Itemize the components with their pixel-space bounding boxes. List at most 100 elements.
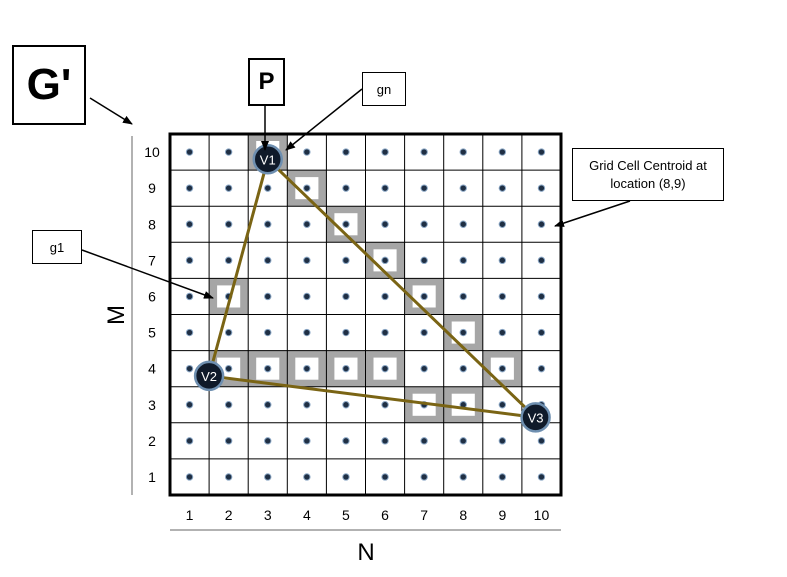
vertices: V1 V2 V3	[193, 144, 551, 433]
centroid-dot	[224, 364, 233, 373]
centroid-dot	[498, 184, 507, 192]
centroid-dot	[459, 220, 467, 228]
centroid-dot	[537, 364, 546, 373]
g-prime-arrow	[89, 97, 133, 125]
centroid-dot	[342, 148, 350, 156]
centroid-dot	[498, 401, 507, 409]
centroid-dot	[381, 256, 389, 265]
centroid-dot	[498, 220, 507, 228]
centroid-dot	[381, 473, 389, 481]
centroid-dot	[459, 148, 467, 156]
centroid-dot	[303, 401, 311, 409]
centroid-dot	[381, 292, 389, 301]
x-tick-label: 5	[342, 507, 350, 523]
centroid-dot	[459, 184, 467, 192]
centroid-dot	[303, 220, 311, 228]
y-tick-label: 10	[144, 144, 160, 160]
x-tick-label: 3	[264, 507, 272, 523]
centroid-dot	[381, 364, 389, 373]
vertex-v2: V2	[193, 360, 225, 392]
y-tick-label: 6	[148, 288, 156, 304]
grid-border	[168, 132, 563, 497]
centroid-dot	[420, 148, 428, 156]
g1-arrow	[81, 249, 214, 299]
vertex-label: V1	[260, 152, 276, 167]
vertex-label: V2	[201, 369, 217, 384]
x-axis-title: N	[357, 539, 374, 566]
centroid-dot	[381, 328, 389, 337]
centroid-dot	[537, 148, 546, 156]
centroid-dot	[459, 437, 467, 445]
vertex-v3: V3	[520, 402, 551, 433]
centroid-dot	[303, 364, 311, 373]
y-tick-label: 4	[148, 361, 156, 377]
centroid-dot	[459, 473, 467, 481]
y-tick-label: 9	[148, 180, 156, 196]
y-tick-label: 1	[148, 469, 156, 485]
centroid-dot	[264, 364, 272, 373]
x-tick-label: 8	[459, 507, 467, 523]
centroid-dot	[303, 184, 311, 192]
centroid-dot	[498, 292, 507, 301]
centroid-dot	[342, 256, 350, 265]
centroid-dot	[420, 256, 428, 265]
centroid-dot	[185, 256, 194, 265]
y-tick-label: 3	[148, 397, 156, 413]
tick-labels: 1 2 3 4 5 6 7 8 9 10 1 2 3 4 5 6 7 8 9 10	[144, 144, 549, 523]
centroid-arrow	[554, 200, 631, 227]
centroid-dot	[303, 473, 311, 481]
centroid-dot	[459, 256, 467, 265]
centroid-dot	[342, 364, 350, 373]
vertex-marker	[193, 360, 225, 392]
centroid-dot	[420, 184, 428, 192]
centroid-dot	[342, 473, 350, 481]
centroid-dot	[303, 256, 311, 265]
x-tick-label: 6	[381, 507, 389, 523]
p-label: P	[248, 58, 285, 106]
centroid-dot	[420, 364, 428, 373]
centroid-dot	[459, 292, 467, 301]
centroid-dot	[303, 437, 311, 445]
y-tick-label: 7	[148, 252, 156, 268]
x-tick-label: 1	[186, 507, 194, 523]
centroid-dot	[224, 328, 233, 337]
centroid-dot	[537, 437, 546, 445]
centroid-dot	[224, 473, 233, 481]
centroid-dot	[342, 401, 350, 409]
centroid-dot	[381, 220, 389, 228]
centroid-dot	[303, 328, 311, 337]
centroid-dot	[381, 184, 389, 192]
centroid-dot	[185, 473, 194, 481]
centroid-dot	[264, 256, 272, 265]
centroid-dot	[459, 328, 467, 337]
x-tick-label: 4	[303, 507, 311, 523]
centroid-dot	[185, 328, 194, 337]
y-tick-label: 5	[148, 325, 156, 341]
centroid-dot	[420, 437, 428, 445]
centroid-dot	[224, 148, 233, 156]
centroid-dot	[303, 148, 311, 156]
y-tick-label: 8	[148, 216, 156, 232]
centroid-dot	[498, 148, 507, 156]
centroid-dot	[342, 292, 350, 301]
centroid-dot	[459, 364, 467, 373]
centroid-dot	[498, 364, 507, 373]
centroid-dot	[264, 184, 272, 192]
centroid-dot	[185, 364, 194, 373]
gn-arrow	[285, 88, 363, 151]
centroid-dot	[185, 148, 194, 156]
centroid-dot	[498, 473, 507, 481]
centroid-dot	[224, 437, 233, 445]
centroid-dot	[381, 401, 389, 409]
x-tick-label: 9	[498, 507, 506, 523]
centroid-dot	[420, 220, 428, 228]
x-tick-label: 7	[420, 507, 428, 523]
centroid-dot	[420, 292, 428, 301]
centroid-dot	[185, 401, 194, 409]
centroid-dot	[537, 292, 546, 301]
centroid-dot	[537, 184, 546, 192]
centroid-dot	[498, 437, 507, 445]
centroid-dot	[420, 328, 428, 337]
centroid-dot	[185, 184, 194, 192]
